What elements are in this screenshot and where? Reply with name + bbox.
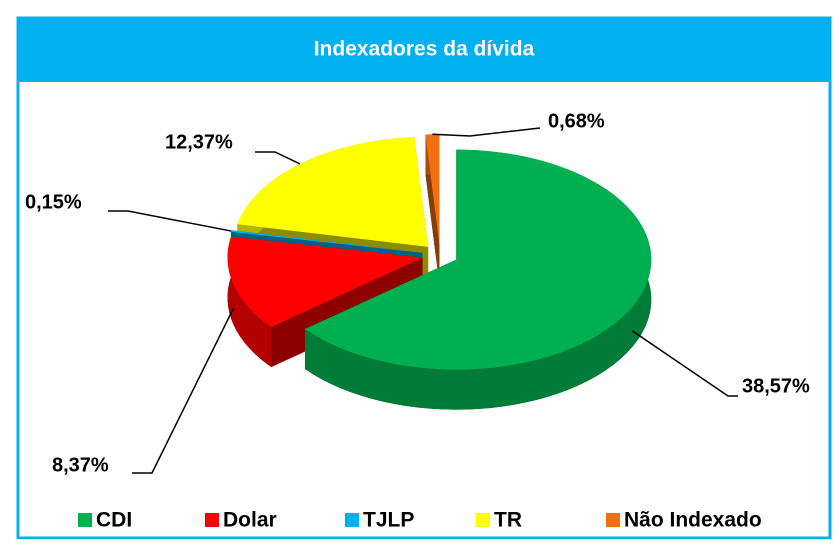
title-band bbox=[18, 18, 830, 82]
slice-side bbox=[227, 236, 272, 368]
slice bbox=[304, 149, 652, 370]
legend-swatch bbox=[476, 513, 490, 527]
legend-swatch bbox=[78, 513, 92, 527]
data-label: 8,37% bbox=[52, 454, 109, 476]
slice-side bbox=[304, 149, 652, 410]
leader-line bbox=[132, 308, 235, 474]
legend-swatch bbox=[345, 513, 359, 527]
legend-swatch bbox=[606, 513, 620, 527]
data-label: 0,68% bbox=[548, 110, 605, 132]
data-label: 12,37% bbox=[165, 131, 233, 153]
slice bbox=[230, 230, 423, 253]
slice bbox=[237, 137, 429, 247]
legend-label: TR bbox=[494, 509, 522, 532]
chart-title: Indexadores da dívida bbox=[314, 38, 535, 61]
leader-line bbox=[255, 151, 301, 165]
legend-swatch bbox=[205, 513, 219, 527]
legend-label: Não Indexado bbox=[624, 509, 762, 532]
leader-line bbox=[631, 330, 738, 397]
slice bbox=[425, 134, 440, 245]
legend-label: TJLP bbox=[363, 509, 414, 532]
legend-label: CDI bbox=[96, 509, 132, 532]
slice bbox=[227, 236, 423, 328]
data-label: 0,15% bbox=[25, 191, 82, 213]
leader-line bbox=[432, 127, 541, 137]
data-label: 38,57% bbox=[742, 375, 810, 397]
legend-label: Dolar bbox=[223, 509, 277, 532]
leader-line bbox=[108, 210, 232, 232]
